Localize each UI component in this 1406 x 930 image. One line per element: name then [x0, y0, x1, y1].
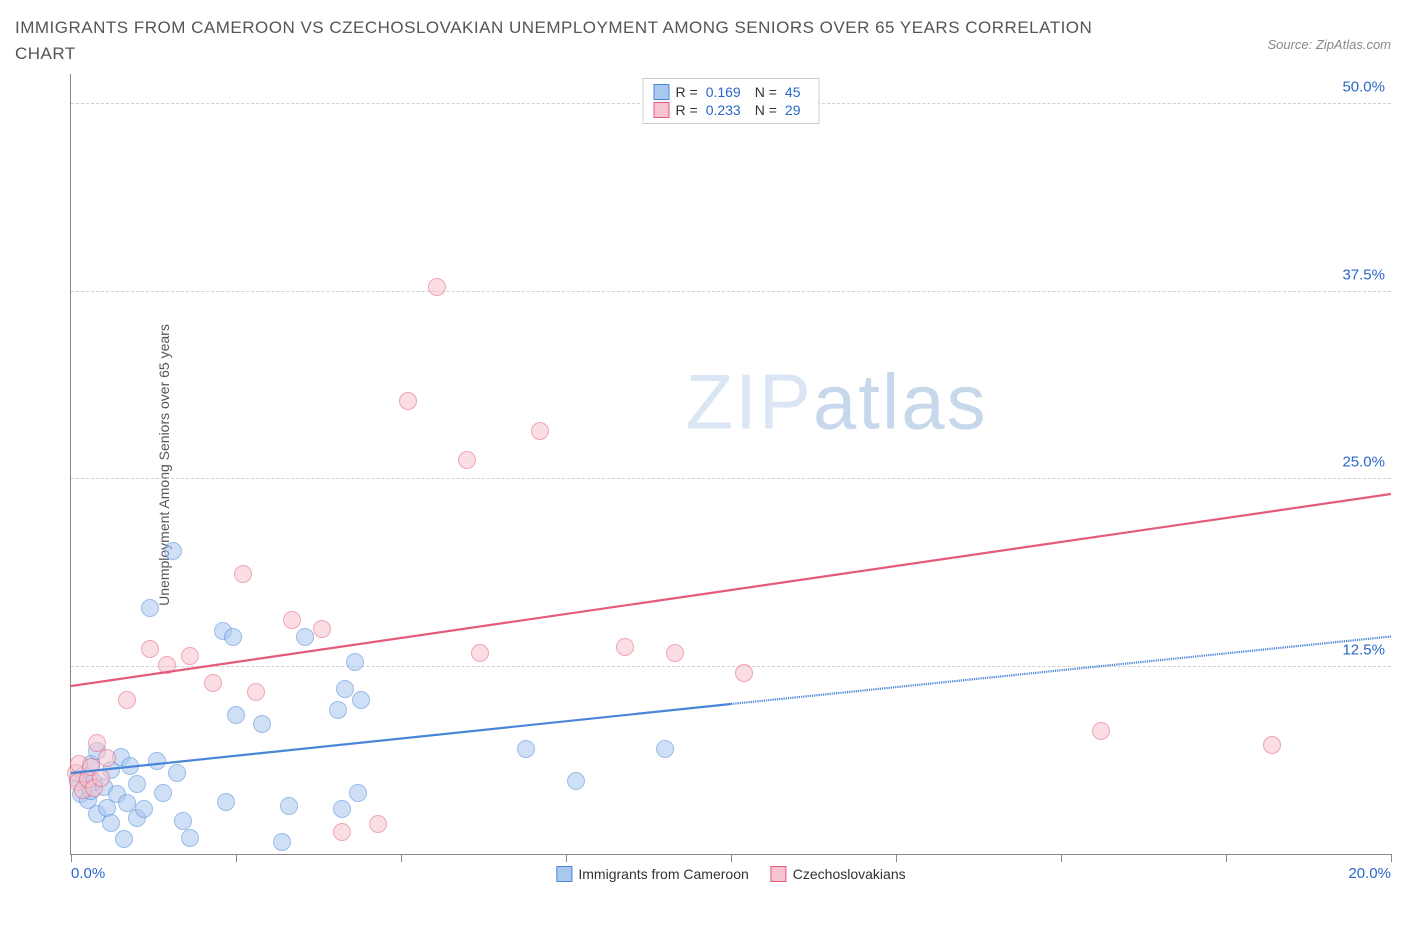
legend-r-label: R =	[676, 84, 698, 100]
data-point-cameroon	[141, 599, 159, 617]
legend-r-value: 0.233	[706, 102, 741, 118]
data-point-cameroon	[148, 752, 166, 770]
y-tick-label: 25.0%	[1342, 454, 1385, 471]
data-point-cameroon	[121, 757, 139, 775]
x-tick	[1226, 854, 1227, 862]
gridline	[71, 291, 1391, 292]
data-point-czech	[471, 644, 489, 662]
data-point-czech	[428, 278, 446, 296]
data-point-czech	[666, 644, 684, 662]
data-point-cameroon	[168, 764, 186, 782]
data-point-czech	[98, 749, 116, 767]
data-point-czech	[1263, 736, 1281, 754]
legend-r-value: 0.169	[706, 84, 741, 100]
scatter-plot: ZIPatlas R =0.169N =45R =0.233N =29 Immi…	[70, 74, 1391, 855]
data-point-czech	[92, 769, 110, 787]
data-point-czech	[369, 815, 387, 833]
y-tick-label: 37.5%	[1342, 266, 1385, 283]
legend-swatch	[654, 102, 670, 118]
data-point-cameroon	[224, 628, 242, 646]
data-point-cameroon	[296, 628, 314, 646]
data-point-czech	[616, 638, 634, 656]
data-point-cameroon	[154, 784, 172, 802]
x-tick	[566, 854, 567, 862]
legend-n-value: 29	[785, 102, 801, 118]
x-tick	[401, 854, 402, 862]
data-point-cameroon	[135, 800, 153, 818]
legend-series-label: Czechoslovakians	[793, 866, 906, 882]
data-point-czech	[531, 422, 549, 440]
legend-series-item: Czechoslovakians	[771, 866, 906, 882]
data-point-czech	[234, 565, 252, 583]
data-point-czech	[181, 647, 199, 665]
x-tick	[236, 854, 237, 862]
x-tick	[71, 854, 72, 862]
legend-swatch	[771, 866, 787, 882]
data-point-cameroon	[217, 793, 235, 811]
data-point-czech	[458, 451, 476, 469]
data-point-cameroon	[280, 797, 298, 815]
x-tick	[1061, 854, 1062, 862]
data-point-czech	[283, 611, 301, 629]
chart-container: Unemployment Among Seniors over 65 years…	[15, 74, 1391, 855]
x-tick-label: 0.0%	[71, 865, 105, 882]
data-point-cameroon	[253, 715, 271, 733]
data-point-cameroon	[349, 784, 367, 802]
data-point-cameroon	[656, 740, 674, 758]
data-point-czech	[735, 664, 753, 682]
data-point-cameroon	[164, 542, 182, 560]
data-point-cameroon	[273, 833, 291, 851]
legend-swatch	[654, 84, 670, 100]
legend-n-label: N =	[755, 102, 777, 118]
y-tick-label: 12.5%	[1342, 641, 1385, 658]
trend-lines	[71, 74, 1391, 854]
y-tick-label: 50.0%	[1342, 79, 1385, 96]
legend-stat-row: R = 0.233 N = 29	[654, 101, 809, 119]
data-point-cameroon	[567, 772, 585, 790]
data-point-czech	[158, 656, 176, 674]
data-point-czech	[118, 691, 136, 709]
data-point-cameroon	[102, 814, 120, 832]
x-tick	[731, 854, 732, 862]
legend-r-label: R =	[676, 102, 698, 118]
legend-swatch	[556, 866, 572, 882]
gridline	[71, 478, 1391, 479]
data-point-czech	[141, 640, 159, 658]
data-point-cameroon	[333, 800, 351, 818]
data-point-cameroon	[227, 706, 245, 724]
data-point-cameroon	[115, 830, 133, 848]
data-point-cameroon	[174, 812, 192, 830]
data-point-cameroon	[181, 829, 199, 847]
data-point-czech	[247, 683, 265, 701]
data-point-czech	[204, 674, 222, 692]
legend-series-label: Immigrants from Cameroon	[578, 866, 748, 882]
watermark: ZIPatlas	[686, 356, 988, 447]
legend-stats: R = 0.169 N = 45 R = 0.233 N = 29	[643, 78, 820, 124]
source-attribution: Source: ZipAtlas.com	[1267, 37, 1391, 52]
x-tick	[896, 854, 897, 862]
data-point-cameroon	[517, 740, 535, 758]
legend-n-value: 45	[785, 84, 801, 100]
data-point-czech	[399, 392, 417, 410]
data-point-cameroon	[336, 680, 354, 698]
data-point-czech	[333, 823, 351, 841]
x-tick-label: 20.0%	[1348, 865, 1391, 882]
legend-stat-row: R = 0.169 N = 45	[654, 83, 809, 101]
data-point-czech	[1092, 722, 1110, 740]
legend-n-label: N =	[755, 84, 777, 100]
data-point-cameroon	[352, 691, 370, 709]
data-point-cameroon	[329, 701, 347, 719]
chart-title: IMMIGRANTS FROM CAMEROON VS CZECHOSLOVAK…	[15, 15, 1115, 66]
data-point-cameroon	[346, 653, 364, 671]
legend-series: Immigrants from Cameroon Czechoslovakians	[556, 866, 905, 882]
gridline	[71, 666, 1391, 667]
x-tick	[1391, 854, 1392, 862]
data-point-czech	[313, 620, 331, 638]
legend-series-item: Immigrants from Cameroon	[556, 866, 748, 882]
data-point-cameroon	[128, 775, 146, 793]
